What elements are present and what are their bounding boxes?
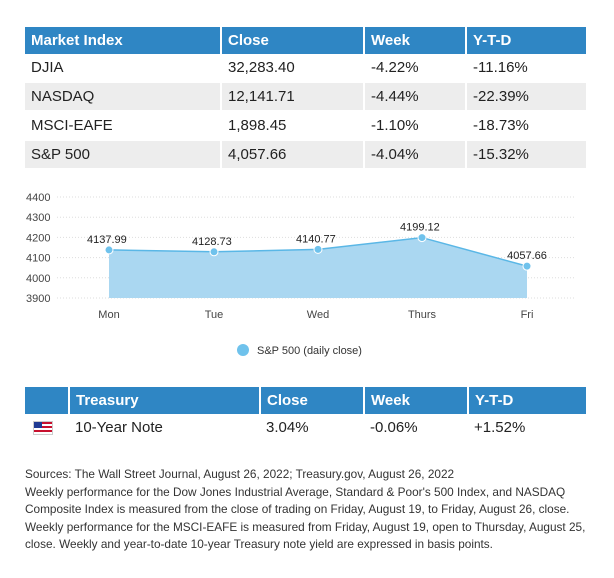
header-ytd: Y-T-D bbox=[466, 27, 586, 54]
table-row: DJIA 32,283.40 -4.22% -11.16% bbox=[25, 54, 586, 83]
data-point bbox=[209, 247, 219, 257]
x-tick-label: Wed bbox=[307, 309, 329, 321]
treasury-table: Treasury Close Week Y-T-D 10-Year Note 3… bbox=[25, 387, 586, 441]
data-label: 4137.99 bbox=[87, 234, 127, 246]
us-flag-icon bbox=[33, 421, 53, 436]
data-point bbox=[417, 233, 427, 243]
sources-note: Sources: The Wall Street Journal, August… bbox=[25, 467, 455, 481]
y-tick-label: 4300 bbox=[26, 212, 50, 224]
index-week: -4.22% bbox=[364, 54, 467, 83]
y-tick-label: 3900 bbox=[26, 293, 50, 305]
index-close: 12,141.71 bbox=[221, 82, 365, 112]
treasury-header-row: Treasury Close Week Y-T-D bbox=[25, 387, 586, 414]
index-week: -4.44% bbox=[364, 82, 467, 112]
treasury-label: 10-Year Note bbox=[75, 419, 163, 436]
header-week: Week bbox=[364, 27, 467, 54]
legend-marker bbox=[237, 344, 249, 356]
index-close: 32,283.40 bbox=[221, 54, 365, 83]
x-tick-label: Thurs bbox=[408, 309, 437, 321]
index-name: DJIA bbox=[25, 54, 222, 83]
flag-cell bbox=[25, 414, 69, 441]
table-row: 10-Year Note 3.04% -0.06% +1.52% bbox=[25, 414, 586, 441]
index-ytd: -11.16% bbox=[466, 54, 586, 83]
data-point bbox=[313, 244, 323, 254]
data-point bbox=[522, 261, 532, 271]
header-market-index: Market Index bbox=[25, 27, 222, 54]
data-label: 4199.12 bbox=[400, 222, 440, 234]
header-ytd: Y-T-D bbox=[468, 387, 586, 414]
y-tick-label: 4100 bbox=[26, 253, 50, 265]
x-tick-label: Mon bbox=[98, 309, 119, 321]
x-tick-label: Tue bbox=[205, 309, 224, 321]
sp500-area-chart: 3900 4000 4100 4200 4300 4400 4137.99 Mon 4128.7… bbox=[26, 192, 576, 357]
index-close: 4,057.66 bbox=[221, 140, 365, 170]
legend-label: S&P 500 (daily close) bbox=[257, 345, 362, 357]
index-week: -4.04% bbox=[364, 140, 467, 170]
table-row: S&P 500 4,057.66 -4.04% -15.32% bbox=[25, 140, 586, 170]
treasury-week: -0.06% bbox=[370, 419, 418, 436]
index-name: NASDAQ bbox=[25, 82, 222, 112]
y-tick-label: 4400 bbox=[26, 192, 50, 204]
header-week: Week bbox=[364, 387, 469, 414]
footnotes: Sources: The Wall Street Journal, August… bbox=[25, 466, 590, 554]
index-week: -1.10% bbox=[364, 111, 467, 141]
treasury-ytd: +1.52% bbox=[474, 419, 526, 436]
y-tick-label: 4000 bbox=[26, 273, 50, 285]
index-close: 1,898.45 bbox=[221, 111, 365, 141]
index-name: MSCI-EAFE bbox=[25, 111, 222, 141]
market-index-table: Market Index Close Week Y-T-D DJIA 32,28… bbox=[25, 27, 586, 170]
table-row: MSCI-EAFE 1,898.45 -1.10% -18.73% bbox=[25, 111, 586, 141]
market-table-header-row: Market Index Close Week Y-T-D bbox=[25, 27, 586, 54]
x-tick-label: Fri bbox=[521, 309, 534, 321]
data-label: 4140.77 bbox=[296, 233, 336, 245]
index-ytd: -15.32% bbox=[466, 140, 586, 170]
header-close: Close bbox=[221, 27, 365, 54]
header-flag-cell bbox=[25, 387, 70, 414]
index-ytd: -22.39% bbox=[466, 82, 586, 112]
header-treasury: Treasury bbox=[69, 387, 261, 414]
methodology-note: Weekly performance for the Dow Jones Ind… bbox=[25, 484, 586, 552]
header-close: Close bbox=[260, 387, 365, 414]
data-label: 4057.66 bbox=[507, 250, 547, 262]
y-tick-label: 4200 bbox=[26, 232, 50, 244]
index-ytd: -18.73% bbox=[466, 111, 586, 141]
treasury-close: 3.04% bbox=[266, 419, 309, 436]
data-label: 4128.73 bbox=[192, 236, 232, 248]
table-row: NASDAQ 12,141.71 -4.44% -22.39% bbox=[25, 82, 586, 112]
index-name: S&P 500 bbox=[25, 140, 222, 170]
data-point bbox=[104, 245, 114, 255]
